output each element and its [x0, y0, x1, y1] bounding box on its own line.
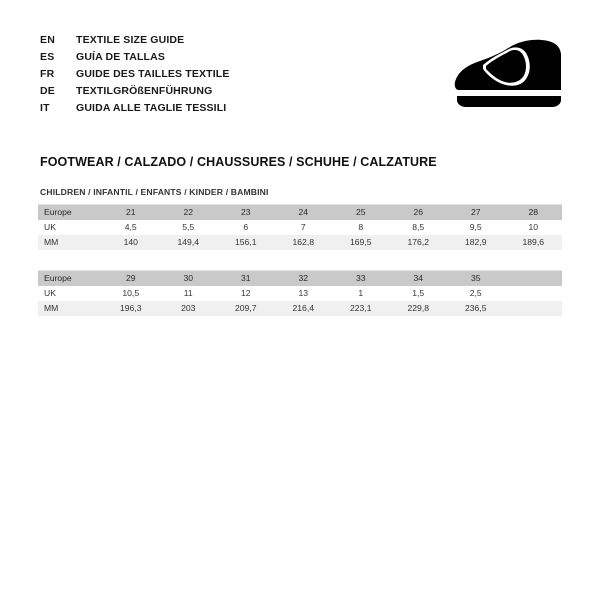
table-cell: 31: [217, 270, 275, 286]
table-cell: 209,7: [217, 301, 275, 316]
language-row: EN TEXTILE SIZE GUIDE: [40, 32, 370, 49]
table-cell: 1,5: [389, 286, 447, 301]
language-label: GUÍA DE TALLAS: [76, 51, 166, 63]
table-row-europe: Europe 29 30 31 32 33 34 35: [38, 270, 562, 286]
table-row-uk: UK 4,5 5,5 6 7 8 8,5 9,5 10: [38, 220, 562, 235]
language-code: EN: [40, 34, 55, 46]
row-label: UK: [38, 220, 102, 235]
baby-shoe-icon: [452, 38, 570, 108]
language-label: GUIDA ALLE TAGLIE TESSILI: [76, 102, 227, 114]
table-cell-empty: [504, 301, 562, 316]
table-cell: 12: [217, 286, 275, 301]
table-cell: 21: [102, 204, 160, 220]
table-cell: 149,4: [159, 235, 217, 250]
language-label: TEXTILE SIZE GUIDE: [76, 34, 185, 46]
table-row-uk: UK 10,5 11 12 13 1 1,5 2,5: [38, 286, 562, 301]
table-cell: 216,4: [274, 301, 332, 316]
row-label: UK: [38, 286, 102, 301]
table-cell: 7: [274, 220, 332, 235]
language-row: IT GUIDA ALLE TAGLIE TESSILI: [40, 100, 370, 117]
section-subtitle: CHILDREN / INFANTIL / ENFANTS / KINDER /…: [40, 187, 269, 197]
table-cell: 29: [102, 270, 160, 286]
size-table-children-small: Europe 21 22 23 24 25 26 27 28 UK 4,5 5,…: [38, 204, 562, 250]
table-cell: 2,5: [447, 286, 505, 301]
table-cell: 33: [332, 270, 390, 286]
language-code: ES: [40, 51, 55, 63]
language-code: IT: [40, 102, 50, 114]
size-table-children-large: Europe 29 30 31 32 33 34 35 UK 10,5 11 1…: [38, 270, 562, 316]
table-cell: 8,5: [389, 220, 447, 235]
table-cell: 9,5: [447, 220, 505, 235]
language-label: TEXTILGRÖßENFÜHRUNG: [76, 85, 213, 97]
table-cell-empty: [504, 286, 562, 301]
table-cell: 196,3: [102, 301, 160, 316]
table-cell: 27: [447, 204, 505, 220]
table-cell: 25: [332, 204, 390, 220]
row-label: MM: [38, 301, 102, 316]
table-cell: 13: [274, 286, 332, 301]
language-row: FR GUIDE DES TAILLES TEXTILE: [40, 66, 370, 83]
table-cell-empty: [504, 270, 562, 286]
table-row-mm: MM 140 149,4 156,1 162,8 169,5 176,2 182…: [38, 235, 562, 250]
table-cell: 182,9: [447, 235, 505, 250]
table-cell: 28: [504, 204, 562, 220]
table-cell: 10,5: [102, 286, 160, 301]
table-cell: 32: [274, 270, 332, 286]
table-cell: 30: [159, 270, 217, 286]
table-cell: 10: [504, 220, 562, 235]
table-cell: 4,5: [102, 220, 160, 235]
language-code: DE: [40, 85, 55, 97]
table-cell: 236,5: [447, 301, 505, 316]
table-cell: 6: [217, 220, 275, 235]
table-row-mm: MM 196,3 203 209,7 216,4 223,1 229,8 236…: [38, 301, 562, 316]
section-title: FOOTWEAR / CALZADO / CHAUSSURES / SCHUHE…: [40, 155, 437, 169]
table-cell: 23: [217, 204, 275, 220]
table-cell: 156,1: [217, 235, 275, 250]
table-cell: 35: [447, 270, 505, 286]
table-cell: 22: [159, 204, 217, 220]
table-cell: 5,5: [159, 220, 217, 235]
table-cell: 169,5: [332, 235, 390, 250]
table-cell: 189,6: [504, 235, 562, 250]
table-cell: 229,8: [389, 301, 447, 316]
table-cell: 24: [274, 204, 332, 220]
table-cell: 176,2: [389, 235, 447, 250]
table-cell: 1: [332, 286, 390, 301]
row-label: Europe: [38, 270, 102, 286]
language-row: DE TEXTILGRÖßENFÜHRUNG: [40, 83, 370, 100]
table-cell: 162,8: [274, 235, 332, 250]
language-code: FR: [40, 68, 55, 80]
table-cell: 11: [159, 286, 217, 301]
table-cell: 34: [389, 270, 447, 286]
language-row: ES GUÍA DE TALLAS: [40, 49, 370, 66]
table-cell: 223,1: [332, 301, 390, 316]
table-cell: 203: [159, 301, 217, 316]
table-row-europe: Europe 21 22 23 24 25 26 27 28: [38, 204, 562, 220]
row-label: Europe: [38, 204, 102, 220]
table-cell: 8: [332, 220, 390, 235]
language-label: GUIDE DES TAILLES TEXTILE: [76, 68, 230, 80]
table-cell: 26: [389, 204, 447, 220]
row-label: MM: [38, 235, 102, 250]
table-cell: 140: [102, 235, 160, 250]
language-list: EN TEXTILE SIZE GUIDE ES GUÍA DE TALLAS …: [40, 32, 370, 117]
